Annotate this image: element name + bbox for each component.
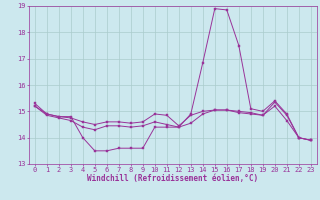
X-axis label: Windchill (Refroidissement éolien,°C): Windchill (Refroidissement éolien,°C) (87, 174, 258, 183)
